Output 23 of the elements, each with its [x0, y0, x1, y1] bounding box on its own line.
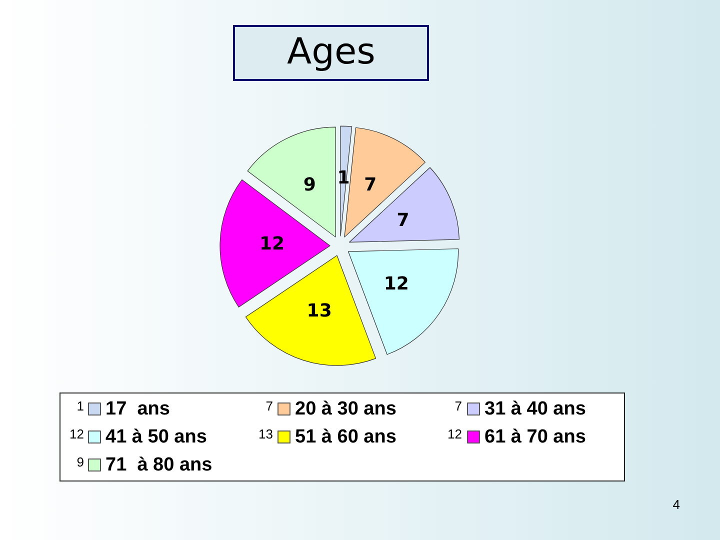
legend-label: 31 à 40 ans [484, 398, 586, 420]
legend-label: 20 à 30 ans [295, 398, 396, 420]
data-label: 7 [364, 174, 377, 196]
text: 12 [448, 426, 462, 442]
text: 4 [672, 497, 680, 512]
data-label: 12 [384, 273, 409, 294]
text: 9 [76, 454, 84, 470]
text: 13 [258, 426, 273, 442]
text: 12 [70, 426, 84, 442]
data-label: 12 [259, 234, 285, 255]
legend-label: 71 à 80 ans [106, 454, 212, 476]
text: 1 [76, 398, 84, 414]
data-label: 13 [306, 300, 332, 322]
data-label: 1 [337, 168, 350, 189]
text: 7 [454, 398, 462, 414]
text: 7 [266, 398, 273, 414]
legend-label: 17 ans [106, 398, 170, 420]
legend-label: 51 à 60 ans [295, 426, 396, 448]
legend-label: 61 à 70 ans [484, 426, 586, 448]
chart-title: Ages [287, 32, 376, 72]
legend-label: 41 à 50 ans [106, 426, 207, 448]
data-label: 9 [303, 174, 316, 196]
data-label: 7 [396, 210, 410, 231]
